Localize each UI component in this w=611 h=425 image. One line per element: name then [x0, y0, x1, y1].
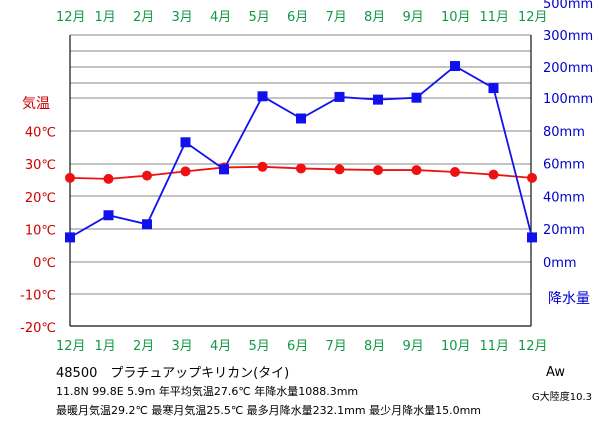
precipitation-tick-label: 0mm: [543, 256, 577, 271]
precipitation-tick-label: 100mm: [543, 92, 593, 107]
month-label-top: 6月: [287, 10, 308, 25]
temperature-point: [411, 165, 422, 176]
month-label-top: 12月: [518, 10, 548, 25]
temperature-point: [373, 165, 383, 176]
precipitation-point: [65, 232, 75, 243]
month-label-top: 1月: [95, 10, 116, 25]
temperature-tick-label: 30℃: [25, 158, 56, 173]
precipitation-tick-label: 20mm: [543, 223, 585, 238]
temperature-tick-label: -10℃: [20, 289, 56, 304]
month-label-bottom: 5月: [249, 339, 270, 354]
month-label-bottom: 4月: [210, 339, 231, 354]
precipitation-point: [142, 219, 152, 230]
month-label-bottom: 2月: [133, 339, 154, 354]
precipitation-point: [450, 61, 460, 72]
temperature-tick-label: -20℃: [20, 321, 56, 336]
month-label-bottom: 7月: [326, 339, 347, 354]
temperature-point: [65, 172, 75, 183]
precipitation-point: [527, 232, 537, 243]
temperature-tick-label: 0℃: [33, 256, 56, 271]
precipitation-point: [488, 83, 499, 94]
temperature-tick-label: 20℃: [25, 191, 56, 206]
precipitation-point: [296, 113, 306, 124]
month-label-bottom: 8月: [364, 339, 385, 354]
precipitation-tick-label: 40mm: [543, 190, 585, 205]
precipitation-point: [180, 137, 191, 148]
station-stats-line-2: 最暖月気温29.2℃ 最寒月気温25.5℃ 最多月降水量232.1mm 最少月降…: [56, 404, 482, 417]
month-label-top: 3月: [172, 10, 193, 25]
temperature-point: [450, 167, 460, 178]
month-label-bottom: 10月: [441, 339, 471, 354]
month-label-top: 8月: [364, 10, 385, 25]
month-label-bottom: 1月: [95, 339, 116, 354]
month-label-top: 12月: [56, 10, 86, 25]
precipitation-point: [411, 92, 422, 103]
month-label-bottom: 11月: [480, 339, 510, 354]
month-label-bottom: 12月: [518, 339, 548, 354]
precipitation-tick-label: 60mm: [543, 158, 585, 173]
month-label-top: 7月: [326, 10, 347, 25]
precipitation-point: [373, 94, 383, 105]
month-label-top: 10月: [441, 10, 471, 25]
precipitation-tick-label: 200mm: [543, 61, 593, 76]
month-label-bottom: 6月: [287, 339, 308, 354]
precipitation-series-line: [69, 64, 533, 239]
temperature-tick-label: 10℃: [25, 223, 56, 238]
month-label-top: 4月: [210, 10, 231, 25]
temperature-point: [296, 163, 306, 174]
continentality-label: G大陸度10.3: [532, 392, 593, 403]
temperature-point: [103, 173, 114, 184]
month-label-top: 11月: [480, 10, 510, 25]
precipitation-point: [257, 91, 268, 102]
station-stats-line-1: 11.8N 99.8E 5.9m 年平均気温27.6℃ 年降水量1088.3mm: [56, 385, 359, 398]
precipitation-tick-label: 300mm: [543, 29, 593, 44]
month-label-bottom: 3月: [172, 339, 193, 354]
precipitation-tick-label: 500mm: [543, 0, 593, 12]
precipitation-axis-title: 降水量: [548, 291, 590, 307]
month-label-top: 5月: [249, 10, 270, 25]
precipitation-point: [103, 210, 114, 221]
precipitation-point: [219, 164, 229, 175]
month-label-bottom: 9月: [403, 339, 424, 354]
temperature-axis-title: 気温: [22, 96, 50, 112]
precipitation-tick-label: 80mm: [543, 125, 585, 140]
month-label-bottom: 12月: [56, 339, 86, 354]
temperature-point: [334, 164, 345, 175]
month-label-top: 2月: [133, 10, 154, 25]
temperature-point: [527, 172, 537, 183]
climate-classification: Aw: [546, 365, 565, 380]
temperature-tick-label: 40℃: [25, 126, 56, 141]
station-title: 48500 プラチュアップキリカン(タイ): [56, 366, 290, 381]
month-label-top: 9月: [403, 10, 424, 25]
temperature-point: [180, 166, 191, 177]
temperature-point: [257, 161, 268, 172]
precipitation-point: [334, 91, 345, 102]
temperature-point: [142, 170, 152, 181]
temperature-point: [488, 169, 499, 180]
